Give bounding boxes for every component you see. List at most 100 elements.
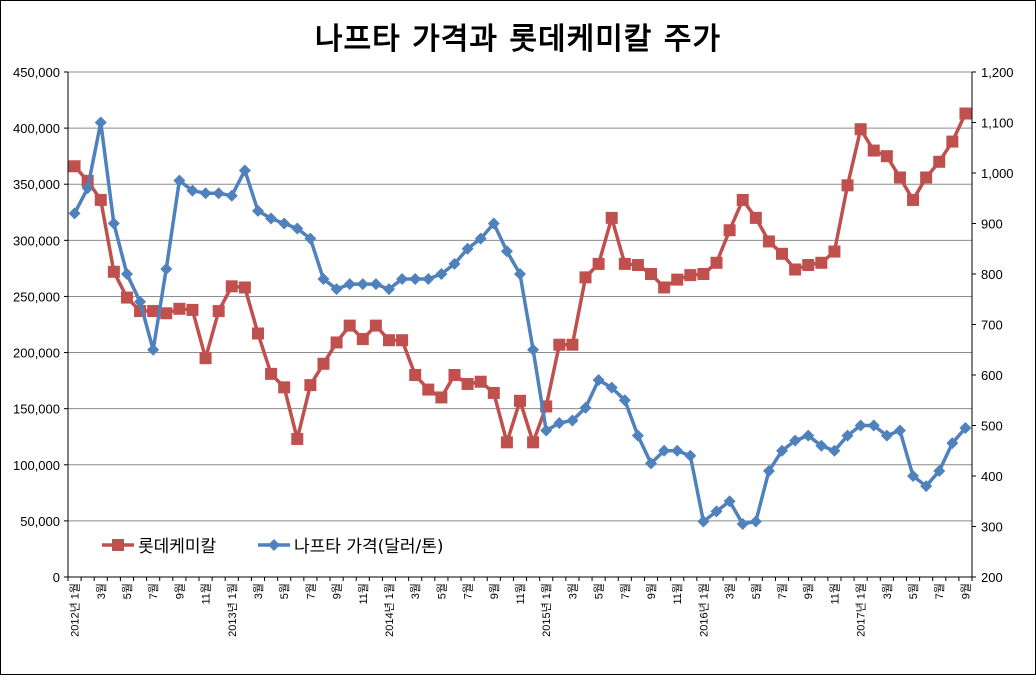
naphtha-point — [802, 429, 815, 442]
naphtha-point — [291, 222, 304, 235]
lotte-point — [514, 394, 526, 407]
lotte-point — [933, 155, 946, 168]
lotte-point — [959, 107, 972, 120]
lotte-point — [684, 269, 697, 282]
naphtha-point — [631, 429, 644, 442]
x-tick-label: 7월 — [619, 583, 632, 599]
naphtha-point — [343, 278, 356, 291]
naphtha-point — [789, 434, 802, 447]
lotte-point — [369, 319, 382, 332]
naphtha-point — [68, 207, 81, 220]
lotte-point — [867, 144, 880, 157]
lotte-point — [592, 257, 605, 270]
lotte-point — [212, 305, 225, 318]
naphtha-point — [409, 273, 422, 286]
lotte-point — [356, 333, 369, 346]
lotte-point — [225, 280, 238, 293]
lotte-point — [527, 436, 540, 449]
naphtha-point — [238, 164, 251, 177]
x-tick-label: 5월 — [750, 583, 763, 599]
naphtha-point — [94, 116, 107, 129]
naphtha-point — [933, 464, 946, 477]
x-tick-label: 3월 — [881, 583, 894, 599]
naphtha-point — [527, 343, 540, 356]
lotte-point — [107, 265, 120, 278]
lotte-point — [409, 369, 422, 381]
lotte-point — [382, 334, 395, 347]
lotte-point — [762, 235, 775, 248]
chart-title: 나프타 가격과 롯데케미칼 주가 — [314, 22, 722, 57]
lotte-point — [396, 334, 409, 347]
lotte-point — [330, 336, 343, 349]
lotte-point — [946, 135, 959, 148]
x-tick-label: 2015년 1월 — [540, 583, 553, 637]
lotte-point — [749, 211, 762, 224]
naphtha-point — [317, 273, 330, 286]
naphtha-point — [199, 187, 212, 200]
lotte-point — [880, 150, 893, 163]
naphtha-point — [828, 444, 841, 457]
lotte-point — [435, 391, 448, 404]
lotte-point — [828, 245, 841, 258]
naphtha-point — [435, 268, 448, 280]
lotte-point — [304, 379, 317, 392]
naphtha-point — [160, 262, 173, 275]
x-tick-label: 3월 — [724, 583, 737, 599]
left-tick-label: 450,000 — [13, 65, 60, 80]
lotte-point — [907, 193, 920, 206]
lotte-point — [160, 307, 173, 320]
lotte-point — [461, 377, 474, 390]
lotte-point — [566, 338, 579, 351]
x-tick-label: 9월 — [173, 583, 186, 599]
lotte-point — [422, 383, 435, 396]
right-tick-label: 200 — [981, 570, 1003, 585]
naphtha-point — [893, 424, 906, 437]
naphtha-point — [212, 187, 225, 200]
naphtha-point — [500, 245, 513, 258]
lotte-point — [474, 375, 487, 388]
lotte-point — [723, 224, 736, 237]
x-tick-label: 11월 — [514, 583, 527, 605]
naphtha-point — [487, 217, 500, 230]
lotte-point — [94, 193, 107, 206]
lotte-point — [605, 211, 618, 224]
naphtha-point — [736, 517, 749, 530]
x-tick-label: 5월 — [121, 583, 134, 599]
lotte-point — [265, 367, 278, 380]
x-tick-label: 9월 — [488, 583, 501, 599]
lotte-point — [448, 369, 461, 381]
x-tick-label: 3월 — [409, 583, 422, 599]
left-tick-label: 150,000 — [13, 402, 60, 417]
naphtha-point — [278, 217, 291, 230]
x-tick-label: 11월 — [357, 583, 370, 605]
naphtha-point — [330, 283, 343, 296]
lotte-point — [199, 352, 212, 365]
x-tick-label: 3월 — [252, 583, 265, 599]
lotte-point — [343, 319, 356, 332]
x-tick-label: 2012년 1월 — [69, 583, 82, 637]
naphtha-point — [382, 283, 395, 296]
naphtha-point — [251, 204, 264, 217]
naphtha-point — [776, 444, 789, 457]
naphtha-point — [841, 429, 854, 442]
lotte-point — [671, 273, 684, 286]
right-tick-label: 900 — [981, 217, 1003, 232]
naphtha-point — [959, 422, 972, 435]
x-tick-label: 2014년 1월 — [383, 583, 396, 637]
lotte-point — [697, 268, 710, 280]
lotte-point — [500, 436, 513, 449]
lotte-point — [631, 259, 644, 272]
x-tick-label: 9월 — [959, 583, 972, 599]
lotte-point — [815, 256, 828, 269]
left-tick-label: 300,000 — [13, 233, 60, 248]
x-tick-label: 7월 — [147, 583, 160, 599]
naphtha-point — [422, 273, 435, 286]
right-tick-label: 1,000 — [981, 166, 1014, 181]
lotte-point — [893, 171, 906, 184]
right-tick-label: 500 — [981, 419, 1003, 434]
lotte-point — [645, 268, 658, 280]
naphtha-point — [514, 268, 526, 280]
right-tick-label: 800 — [981, 267, 1003, 282]
left-tick-label: 200,000 — [13, 346, 60, 361]
x-tick-label: 3월 — [95, 583, 108, 599]
